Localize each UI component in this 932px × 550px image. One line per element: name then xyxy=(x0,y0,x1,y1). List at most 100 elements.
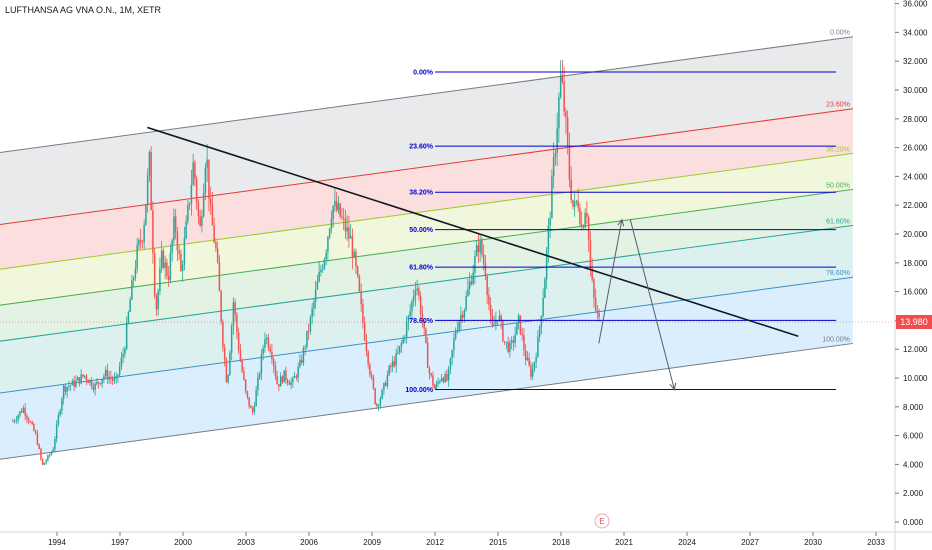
candle-body[interactable] xyxy=(190,184,193,204)
candle-body[interactable] xyxy=(432,375,434,386)
candle-body[interactable] xyxy=(341,216,343,218)
candle-body[interactable] xyxy=(598,312,600,317)
candle-body[interactable] xyxy=(330,218,333,229)
candle-body[interactable] xyxy=(22,407,25,413)
candle-series[interactable] xyxy=(12,59,600,466)
candle-body[interactable] xyxy=(71,380,74,386)
candle-body[interactable] xyxy=(563,81,565,112)
candle-body[interactable] xyxy=(337,203,340,211)
candle-body[interactable] xyxy=(61,398,63,411)
candle-body[interactable] xyxy=(482,254,485,264)
candle-body[interactable] xyxy=(192,162,194,185)
candle-body[interactable] xyxy=(246,391,249,398)
candle-body[interactable] xyxy=(465,296,467,310)
candle-body[interactable] xyxy=(178,250,180,254)
candle-body[interactable] xyxy=(188,203,191,205)
candle-body[interactable] xyxy=(234,302,236,315)
candle-body[interactable] xyxy=(153,253,156,296)
candle-body[interactable] xyxy=(150,151,152,211)
candle-body[interactable] xyxy=(159,268,161,291)
candle-body[interactable] xyxy=(419,296,422,315)
candle-body[interactable] xyxy=(346,227,348,232)
candle-body[interactable] xyxy=(519,315,522,334)
candle-body[interactable] xyxy=(85,375,88,381)
candle-body[interactable] xyxy=(288,382,291,385)
candle-body[interactable] xyxy=(423,320,425,329)
candle-body[interactable] xyxy=(286,380,289,383)
candle-body[interactable] xyxy=(430,373,432,376)
candle-body[interactable] xyxy=(458,321,460,330)
candle-body[interactable] xyxy=(528,357,530,366)
candle-body[interactable] xyxy=(584,212,586,228)
candle-body[interactable] xyxy=(554,153,557,157)
candle-body[interactable] xyxy=(162,250,165,268)
candle-body[interactable] xyxy=(229,352,231,376)
candle-body[interactable] xyxy=(570,179,572,200)
candle-body[interactable] xyxy=(418,288,420,297)
candle-body[interactable] xyxy=(230,326,233,353)
candle-body[interactable] xyxy=(533,361,536,370)
candle-body[interactable] xyxy=(577,200,579,208)
candle-body[interactable] xyxy=(138,240,140,246)
candle-body[interactable] xyxy=(124,349,126,355)
candle-body[interactable] xyxy=(537,336,539,358)
candle-body[interactable] xyxy=(339,203,341,217)
candle-body[interactable] xyxy=(472,272,474,285)
candle-body[interactable] xyxy=(155,295,158,310)
candle-body[interactable] xyxy=(164,262,166,268)
candle-body[interactable] xyxy=(393,361,396,366)
candle-body[interactable] xyxy=(481,239,483,255)
candle-body[interactable] xyxy=(166,262,168,277)
candle-body[interactable] xyxy=(276,375,278,385)
candle-body[interactable] xyxy=(309,316,312,332)
candle-body[interactable] xyxy=(488,295,490,305)
candle-body[interactable] xyxy=(290,382,292,385)
candle-body[interactable] xyxy=(426,342,429,368)
candle-body[interactable] xyxy=(456,329,459,332)
candle-body[interactable] xyxy=(78,377,81,384)
candle-body[interactable] xyxy=(407,315,410,323)
candle-body[interactable] xyxy=(593,279,595,298)
candle-body[interactable] xyxy=(383,383,385,390)
candle-body[interactable] xyxy=(197,202,200,217)
candle-body[interactable] xyxy=(358,275,361,292)
candle-body[interactable] xyxy=(589,239,592,269)
candle-body[interactable] xyxy=(250,406,252,409)
candle-body[interactable] xyxy=(556,128,558,154)
candle-body[interactable] xyxy=(433,385,436,389)
candle-body[interactable] xyxy=(248,397,250,407)
candle-body[interactable] xyxy=(257,377,259,391)
arrow-line-1[interactable] xyxy=(629,219,675,390)
candle-body[interactable] xyxy=(118,366,121,375)
candle-body[interactable] xyxy=(173,216,175,241)
candle-body[interactable] xyxy=(141,241,144,243)
candle-body[interactable] xyxy=(211,204,214,226)
candle-body[interactable] xyxy=(526,357,529,361)
candle-body[interactable] xyxy=(318,271,320,282)
candle-body[interactable] xyxy=(568,145,571,180)
candle-body[interactable] xyxy=(232,302,235,327)
candle-body[interactable] xyxy=(87,380,89,383)
candle-body[interactable] xyxy=(517,315,520,323)
candle-body[interactable] xyxy=(398,346,401,353)
candle-body[interactable] xyxy=(176,231,179,251)
candle-body[interactable] xyxy=(460,314,462,322)
candle-body[interactable] xyxy=(306,330,308,348)
candle-body[interactable] xyxy=(169,252,172,280)
candle-body[interactable] xyxy=(313,301,315,309)
candle-body[interactable] xyxy=(110,376,112,379)
candle-body[interactable] xyxy=(115,376,117,379)
candle-body[interactable] xyxy=(202,193,205,217)
candle-body[interactable] xyxy=(160,250,163,269)
candle-body[interactable] xyxy=(512,340,515,343)
candle-body[interactable] xyxy=(356,266,359,276)
candle-body[interactable] xyxy=(479,239,481,253)
candle-body[interactable] xyxy=(54,438,56,450)
candle-body[interactable] xyxy=(435,383,438,389)
candle-body[interactable] xyxy=(33,424,35,431)
trendline-group[interactable] xyxy=(147,126,799,338)
candle-body[interactable] xyxy=(498,315,501,321)
candle-body[interactable] xyxy=(521,333,523,335)
candle-body[interactable] xyxy=(216,248,219,263)
candle-body[interactable] xyxy=(218,262,221,292)
